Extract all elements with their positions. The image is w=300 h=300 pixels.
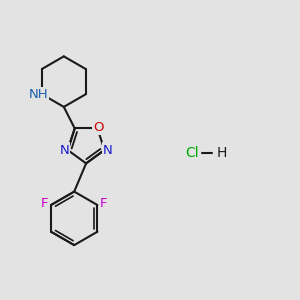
Text: N: N bbox=[103, 143, 113, 157]
Text: NH: NH bbox=[28, 88, 48, 101]
Text: F: F bbox=[100, 197, 108, 210]
Text: F: F bbox=[41, 197, 48, 210]
Text: N: N bbox=[59, 143, 69, 157]
Text: H: H bbox=[217, 146, 227, 160]
Text: O: O bbox=[93, 121, 104, 134]
Text: Cl: Cl bbox=[186, 146, 199, 160]
